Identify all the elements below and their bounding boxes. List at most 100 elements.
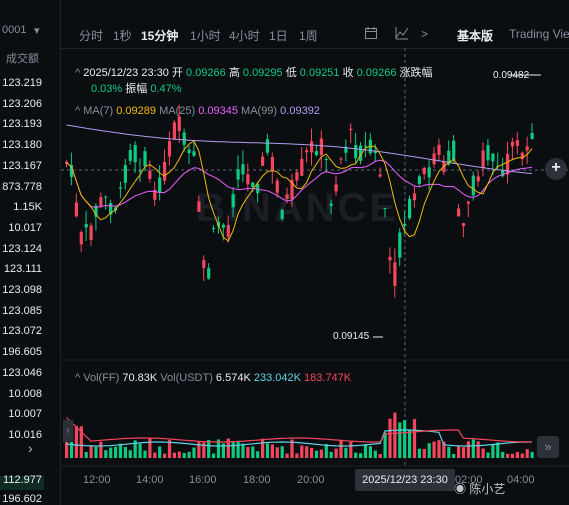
- volume-bar: [354, 452, 358, 458]
- ohlc-info-line2: 0.03% 振幅 0.47%: [91, 80, 182, 96]
- volume-bar: [177, 451, 181, 458]
- volume-bar: [417, 448, 421, 458]
- tab-1h[interactable]: 1小时: [190, 29, 221, 43]
- candle-body: [84, 223, 88, 228]
- candle-body: [310, 141, 314, 153]
- volume-bar: [373, 450, 377, 458]
- volume-bar: [285, 453, 289, 458]
- candle-body: [314, 151, 319, 156]
- open-value: 0.09266: [186, 67, 226, 79]
- candle-body: [256, 183, 260, 194]
- volume-bar: [422, 449, 426, 458]
- candle-body: [329, 203, 333, 206]
- volume-bar: [476, 441, 480, 458]
- volume-bar: [491, 444, 495, 458]
- candle-body: [510, 141, 515, 147]
- volume-bar: [515, 452, 519, 458]
- left-row-value: 10.007: [8, 408, 42, 421]
- chevron-right-icon[interactable]: ›: [28, 440, 33, 456]
- volume-bar: [261, 438, 265, 458]
- volume-bar: [221, 443, 225, 458]
- tab-timeshare[interactable]: 分时: [79, 29, 104, 43]
- left-bottom-row: 196.602: [2, 493, 42, 505]
- chevron-right-icon[interactable]: >: [421, 27, 429, 41]
- scroll-left-button[interactable]: ‹: [63, 420, 73, 442]
- line-chart-icon[interactable]: [395, 26, 409, 40]
- volume-bar: [265, 443, 270, 458]
- ma7-label: MA(7): [83, 105, 114, 117]
- volume-bar: [452, 453, 456, 458]
- candle-body: [123, 165, 127, 183]
- candle-body: [99, 197, 103, 206]
- left-row-value: 1.15K: [13, 201, 42, 214]
- collapse-icon[interactable]: ^: [75, 67, 81, 79]
- tab-4h[interactable]: 4小时: [229, 29, 260, 43]
- volume-bar: [89, 445, 93, 458]
- volume-bar: [138, 443, 142, 458]
- candle-body: [530, 132, 534, 140]
- candle-body: [280, 209, 284, 220]
- volume-bar: [300, 445, 304, 458]
- author-watermark: ◉ 陈小艺: [454, 480, 505, 497]
- tab-1d[interactable]: 1日: [269, 29, 288, 43]
- volume-bar: [207, 439, 211, 458]
- volume-bar: [403, 420, 407, 458]
- volume-bar: [319, 449, 323, 458]
- candle-body: [114, 207, 118, 211]
- change-label: 涨跌幅: [399, 67, 433, 79]
- candle-body: [118, 187, 123, 189]
- left-highlight-bar: [0, 476, 44, 490]
- vol-ma2-line: [66, 417, 532, 443]
- candle-body: [197, 201, 201, 212]
- add-indicator-button[interactable]: +: [545, 158, 567, 180]
- left-bottom-row: 112.977: [3, 474, 42, 486]
- tab-1s[interactable]: 1秒: [113, 29, 132, 43]
- candle-body: [128, 150, 132, 161]
- volume-bar: [275, 447, 279, 458]
- volume-bar: [447, 446, 451, 458]
- candle-body: [295, 172, 299, 181]
- volume-bar: [349, 441, 353, 458]
- candle-body: [148, 170, 152, 179]
- volume-bar: [437, 440, 441, 458]
- volume-bar: [197, 441, 201, 458]
- double-chevron-icon[interactable]: »: [537, 436, 559, 458]
- candle-body: [221, 224, 225, 228]
- chevron-down-icon[interactable]: ▾: [34, 25, 40, 37]
- basic-version-button[interactable]: 基本版: [457, 29, 494, 43]
- vol-usdt-label: Vol(USDT): [160, 372, 213, 384]
- left-panel: 0001 ▾ 成交额 123.219 123.206 123.193 123.180 1…: [0, 0, 61, 505]
- volume-bar: [172, 452, 176, 458]
- crosshair-time-label: 2025/12/23 23:30: [355, 469, 455, 491]
- candle-body: [349, 128, 353, 131]
- candle-body: [207, 268, 211, 279]
- candle-body: [520, 152, 524, 159]
- candle-body: [133, 145, 137, 163]
- volume-bar: [412, 419, 417, 458]
- left-row-value: 10.008: [8, 387, 42, 400]
- close-label: 收: [342, 67, 354, 79]
- volume-bar: [236, 440, 240, 458]
- time-tick: 18:00: [243, 474, 271, 486]
- candle-body: [447, 150, 451, 165]
- left-row-value: 123.046: [2, 366, 42, 379]
- tradingview-button[interactable]: Trading View: [509, 27, 569, 41]
- volume-bar: [94, 446, 98, 458]
- candle-body: [363, 145, 368, 147]
- volume-bar: [378, 453, 382, 458]
- calendar-icon[interactable]: [364, 26, 378, 40]
- collapse-icon[interactable]: ^: [75, 372, 81, 384]
- volume-bar: [398, 422, 402, 458]
- kline-chart[interactable]: 分时 1秒 15分钟 1小时 4小时 1日 1周 > 基本版 Trading V…: [61, 0, 569, 505]
- volume-bar: [84, 452, 88, 458]
- tab-1w[interactable]: 1周: [299, 29, 318, 43]
- volume-bar: [256, 451, 260, 458]
- tab-15m[interactable]: 15分钟: [141, 29, 179, 43]
- collapse-icon[interactable]: ^: [75, 105, 81, 117]
- volume-bar: [128, 450, 132, 458]
- candle-body: [226, 225, 230, 237]
- candlestick-plot[interactable]: [61, 0, 569, 505]
- volume-bar: [290, 439, 294, 458]
- candle-body: [163, 162, 167, 181]
- volume-bar: [212, 453, 216, 458]
